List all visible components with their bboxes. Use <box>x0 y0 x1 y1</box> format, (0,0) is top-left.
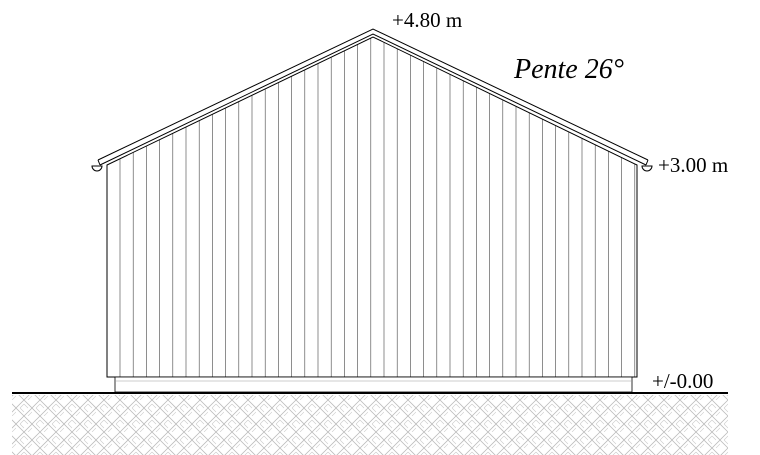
roof-bottom <box>99 33 647 166</box>
base-plinth <box>114 376 633 393</box>
wall-outline <box>106 36 638 378</box>
gutter-left <box>91 165 103 172</box>
gutter-right <box>641 165 653 172</box>
eaves-level: +3.00 m <box>658 153 728 177</box>
ridge-level: +4.80 m <box>392 8 462 32</box>
ground-level: +/-0.00 <box>652 369 713 393</box>
ground-hatch <box>12 395 728 455</box>
roof-ends <box>97 159 649 166</box>
slope-label: Pente 26° <box>513 54 624 85</box>
roof-top <box>97 28 649 161</box>
